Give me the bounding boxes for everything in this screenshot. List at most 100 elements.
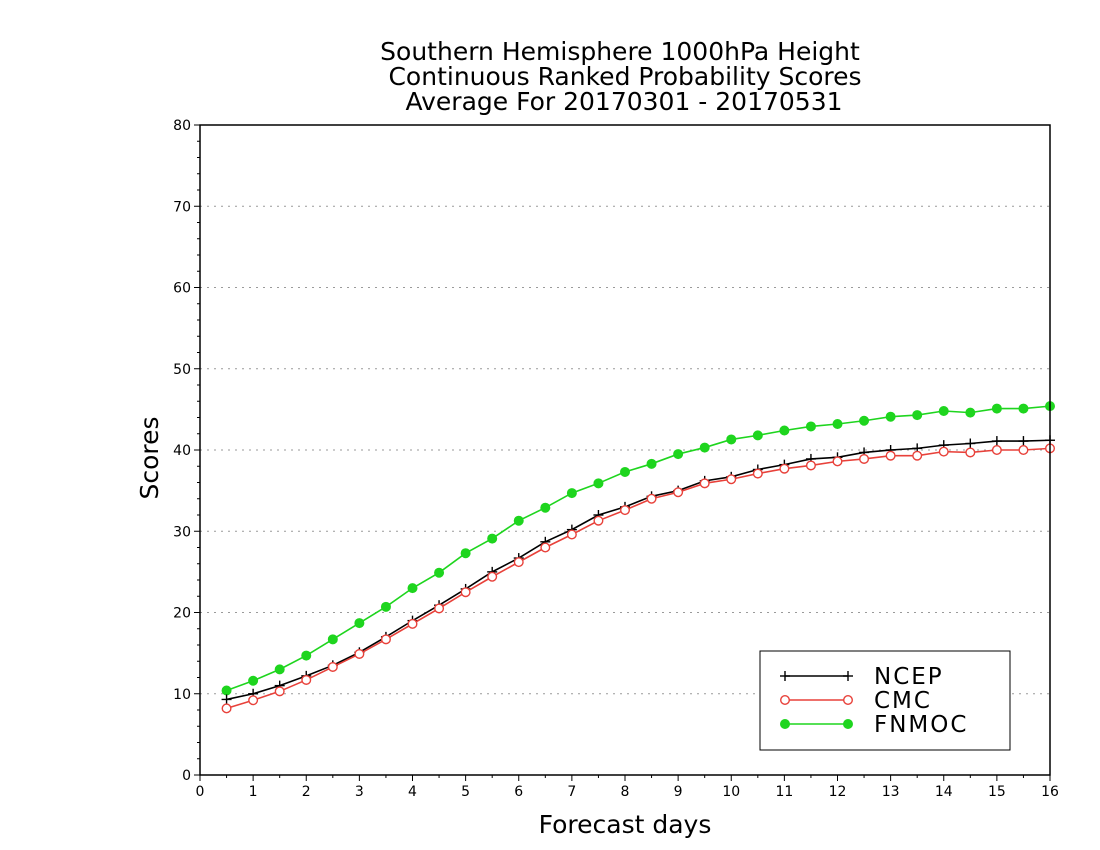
y-tick-label-80: 80 bbox=[173, 118, 191, 134]
data-point-cmc bbox=[938, 446, 949, 457]
y-tick-label-40: 40 bbox=[173, 443, 191, 459]
data-point-fnmoc bbox=[407, 583, 418, 594]
x-tick-label-11: 11 bbox=[775, 784, 793, 800]
data-point-fnmoc bbox=[301, 650, 312, 661]
y-axis-title: Scores bbox=[135, 416, 164, 499]
data-point-ncep bbox=[1018, 436, 1029, 447]
data-point-fnmoc bbox=[779, 425, 790, 436]
data-point-fnmoc bbox=[327, 634, 338, 645]
data-point-cmc bbox=[832, 456, 843, 467]
x-tick-label-6: 6 bbox=[514, 784, 523, 800]
x-tick-label-8: 8 bbox=[621, 784, 630, 800]
data-point-cmc bbox=[354, 648, 365, 659]
data-point-cmc bbox=[752, 468, 763, 479]
data-point-cmc bbox=[407, 618, 418, 629]
data-point-fnmoc bbox=[805, 421, 816, 432]
data-point-cmc bbox=[487, 571, 498, 582]
data-point-cmc bbox=[673, 487, 684, 498]
chart-title: Southern Hemisphere 1000hPa Height Conti… bbox=[380, 37, 861, 116]
data-point-fnmoc bbox=[487, 533, 498, 544]
title-line-2: Continuous Ranked Probability Scores bbox=[388, 62, 861, 91]
data-point-fnmoc bbox=[1018, 403, 1029, 414]
legend-item-cmc: CMC bbox=[780, 688, 932, 714]
x-tick-label-5: 5 bbox=[461, 784, 470, 800]
data-point-fnmoc bbox=[752, 430, 763, 441]
series-cmc bbox=[221, 443, 1055, 714]
data-point-fnmoc bbox=[991, 403, 1002, 414]
data-point-cmc bbox=[513, 557, 524, 568]
data-point-ncep bbox=[965, 438, 976, 449]
data-point-cmc bbox=[593, 515, 604, 526]
data-point-cmc bbox=[885, 450, 896, 461]
x-tick-label-2: 2 bbox=[302, 784, 311, 800]
y-tick-label-10: 10 bbox=[173, 687, 191, 703]
data-point-fnmoc bbox=[593, 478, 604, 489]
data-point-cmc bbox=[380, 634, 391, 645]
data-point-cmc bbox=[274, 686, 285, 697]
data-point-fnmoc bbox=[885, 411, 896, 422]
series-line-fnmoc bbox=[226, 405, 1051, 692]
data-point-fnmoc bbox=[726, 434, 737, 445]
y-tick-label-60: 60 bbox=[173, 281, 191, 297]
data-point-fnmoc bbox=[859, 415, 870, 426]
data-point-ncep bbox=[991, 436, 1002, 447]
data-point-cmc bbox=[434, 603, 445, 614]
data-point-fnmoc bbox=[699, 442, 710, 453]
data-point-fnmoc bbox=[620, 466, 630, 477]
legend-label-cmc: CMC bbox=[874, 688, 932, 714]
title-line-1: Southern Hemisphere 1000hPa Height bbox=[380, 37, 860, 66]
data-point-fnmoc bbox=[513, 515, 524, 526]
x-axis-title: Forecast days bbox=[539, 810, 712, 839]
y-tick-label-30: 30 bbox=[173, 524, 191, 540]
data-point-fnmoc bbox=[248, 675, 259, 686]
data-point-cmc bbox=[726, 474, 737, 485]
plot-frame bbox=[199, 124, 1051, 776]
data-point-fnmoc bbox=[938, 406, 949, 416]
legend-marker-cmc bbox=[843, 695, 854, 706]
legend-marker-fnmoc bbox=[780, 719, 790, 729]
data-point-fnmoc bbox=[354, 618, 365, 629]
data-point-cmc bbox=[699, 478, 710, 489]
plot-series bbox=[221, 401, 1055, 714]
x-tick-label-12: 12 bbox=[829, 784, 847, 800]
title-line-3: Average For 20170301 - 20170531 bbox=[405, 87, 842, 116]
x-tick-label-14: 14 bbox=[935, 784, 953, 800]
data-point-fnmoc bbox=[221, 685, 232, 696]
legend-item-fnmoc: FNMOC bbox=[780, 712, 966, 738]
data-point-fnmoc bbox=[646, 458, 657, 469]
x-tick-label-4: 4 bbox=[408, 784, 417, 800]
data-point-fnmoc bbox=[912, 410, 923, 421]
data-point-cmc bbox=[248, 695, 259, 706]
x-tick-label-10: 10 bbox=[722, 784, 740, 800]
legend-marker-cmc bbox=[780, 695, 791, 706]
data-point-fnmoc bbox=[274, 664, 285, 675]
x-tick-label-0: 0 bbox=[196, 784, 205, 800]
data-point-cmc bbox=[327, 661, 338, 672]
data-point-fnmoc bbox=[434, 567, 445, 578]
data-point-cmc bbox=[566, 529, 577, 540]
data-point-cmc bbox=[779, 463, 790, 474]
data-point-cmc bbox=[1018, 445, 1029, 456]
y-tick-label-20: 20 bbox=[173, 606, 191, 622]
x-tick-label-9: 9 bbox=[674, 784, 683, 800]
gridlines bbox=[200, 205, 1050, 695]
data-point-cmc bbox=[912, 450, 923, 461]
data-point-fnmoc bbox=[965, 407, 976, 418]
data-point-fnmoc bbox=[540, 502, 551, 513]
x-tick-label-3: 3 bbox=[355, 784, 364, 800]
data-point-fnmoc bbox=[566, 488, 577, 499]
data-point-cmc bbox=[221, 703, 232, 714]
data-point-cmc bbox=[540, 542, 551, 553]
y-tick-label-70: 70 bbox=[173, 199, 191, 215]
x-tick-label-16: 16 bbox=[1041, 784, 1059, 800]
data-point-cmc bbox=[460, 587, 471, 598]
x-tick-label-15: 15 bbox=[988, 784, 1006, 800]
legend-label-ncep: NCEP bbox=[874, 664, 944, 690]
legend-item-ncep: NCEP bbox=[780, 664, 944, 690]
legend-marker-ncep bbox=[843, 671, 853, 681]
y-tick-label-0: 0 bbox=[182, 768, 191, 784]
legend-marker-fnmoc bbox=[843, 719, 853, 729]
data-point-cmc bbox=[859, 453, 870, 464]
